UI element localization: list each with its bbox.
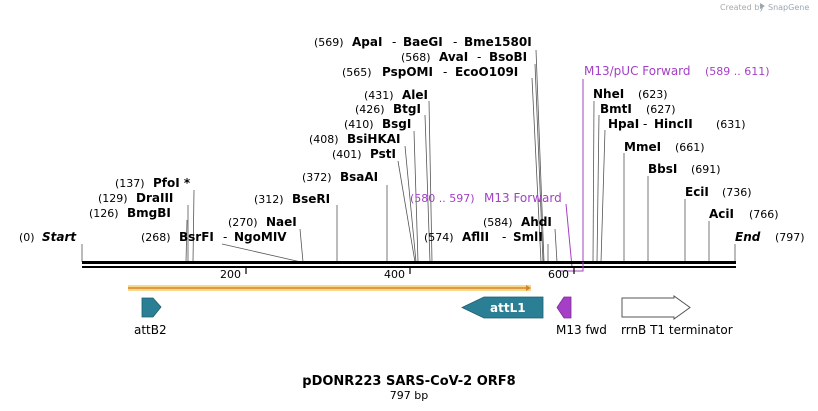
sequence-length: 797 bp	[390, 389, 428, 402]
site-aflii-pos: (574)	[424, 231, 454, 244]
feature-m13-fwd-label: M13 fwd	[556, 323, 607, 337]
end-pos: (797)	[775, 231, 805, 244]
site-smli: SmlI	[513, 230, 543, 244]
site-mmei-pos: (661)	[675, 141, 705, 154]
site-baegi: BaeGI	[403, 35, 443, 49]
site-separator: -	[443, 65, 447, 79]
start-pos: (0)	[19, 231, 35, 244]
end-label: End	[735, 230, 761, 244]
site-avai-pos: (568)	[401, 51, 431, 64]
start-label: Start	[42, 230, 77, 244]
site-apai-pos: (569)	[314, 36, 344, 49]
ruler-tick-600: 600	[548, 268, 569, 281]
site-btgi: BtgI	[393, 102, 421, 116]
site-nhei: NheI	[593, 87, 624, 101]
site-acii: AciI	[709, 207, 734, 221]
site-pspomi-pos: (565)	[342, 66, 372, 79]
feature-attb2-arrow[interactable]	[141, 297, 162, 318]
site-pfoi: PfoI *	[153, 176, 191, 190]
site-bsobi: BsoBI	[489, 50, 527, 64]
site-nhei-pos: (623)	[638, 88, 668, 101]
sequence-title: pDONR223 SARS-CoV-2 ORF8	[302, 374, 515, 389]
site-ahdi: AhdI	[521, 215, 552, 229]
site-bsgi-pos: (410)	[344, 118, 374, 131]
primer-leader-lines	[565, 79, 584, 270]
feature-rrnb-terminator-label: rrnB T1 terminator	[621, 323, 733, 337]
site-bme1580i: Bme1580I	[464, 35, 532, 49]
snapgene-logo-icon	[760, 3, 765, 9]
site-hincii-pos: (631)	[716, 118, 746, 131]
site-bseri-pos: (312)	[254, 193, 284, 206]
orf-arrow-head	[526, 285, 531, 291]
site-separator: -	[643, 117, 647, 131]
feature-m13-fwd-arrow[interactable]	[556, 296, 572, 319]
created-by-text: Created by	[720, 3, 764, 12]
site-pfoi-pos: (137)	[115, 177, 145, 190]
site-bmgbi-pos: (126)	[89, 207, 119, 220]
feature-rrnb-terminator-arrow[interactable]	[621, 295, 691, 320]
site-bsrfi-pos: (268)	[141, 231, 171, 244]
site-separator: -	[502, 230, 506, 244]
site-acii-pos: (766)	[749, 208, 779, 221]
site-ahdi-pos: (584)	[483, 216, 513, 229]
site-ecii-pos: (736)	[722, 186, 752, 199]
site-bmgbi: BmgBI	[127, 206, 171, 220]
site-avai: AvaI	[439, 50, 468, 64]
primer-m13-forward-label: M13 Forward	[484, 191, 562, 205]
primer-m13-puc-forward-label: M13/pUC Forward	[584, 64, 691, 78]
site-bbsi-pos: (691)	[691, 163, 721, 176]
site-bmti: BmtI	[600, 102, 632, 116]
ruler-tick-200: 200	[220, 268, 241, 281]
site-bsaai: BsaAI	[340, 170, 378, 184]
site-separator: -	[453, 35, 457, 49]
site-psti-pos: (401)	[332, 148, 362, 161]
site-bseri: BseRI	[292, 192, 330, 206]
site-bsgi: BsgI	[382, 117, 411, 131]
ruler-tick-400: 400	[384, 268, 405, 281]
site-bbsi: BbsI	[648, 162, 677, 176]
site-hincii: HincII	[654, 117, 693, 131]
feature-attl1-label: attL1	[490, 301, 526, 315]
primer-m13-forward-range: (580 .. 597)	[410, 192, 475, 205]
site-bsihkai-pos: (408)	[309, 133, 339, 146]
site-leader-lines	[81, 49, 736, 263]
site-bsaai-pos: (372)	[302, 171, 332, 184]
site-btgi-pos: (426)	[355, 103, 385, 116]
site-hpai: HpaI	[608, 117, 639, 131]
site-ecii: EciI	[685, 185, 709, 199]
backbone-bottom-strand	[82, 266, 736, 268]
site-aflii: AflII	[462, 230, 489, 244]
feature-attl1-arrow[interactable]	[461, 296, 544, 319]
site-bsrfi: BsrFI	[179, 230, 214, 244]
site-naei-pos: (270)	[228, 216, 258, 229]
site-mmei: MmeI	[624, 140, 661, 154]
feature-attb2-label: attB2	[134, 323, 167, 337]
site-alei: AleI	[402, 88, 428, 102]
site-naei: NaeI	[266, 215, 297, 229]
site-draiii: DraIII	[136, 191, 173, 205]
site-psti: PstI	[370, 147, 396, 161]
backbone-top-strand	[82, 261, 736, 264]
site-bsihkai: BsiHKAI	[347, 132, 401, 146]
site-apai: ApaI	[352, 35, 382, 49]
site-alei-pos: (431)	[364, 89, 394, 102]
site-separator: -	[223, 230, 227, 244]
ruler-ticks	[245, 268, 575, 274]
site-separator: -	[392, 35, 396, 49]
site-bmti-pos: (627)	[646, 103, 676, 116]
site-ngomiv: NgoMIV	[234, 230, 287, 244]
site-ecoo109i: EcoO109I	[455, 65, 518, 79]
primer-m13-puc-bracket	[557, 262, 584, 272]
snapgene-brand: SnapGene	[768, 3, 809, 12]
site-separator: -	[477, 50, 481, 64]
site-pspomi: PspOMI	[382, 65, 433, 79]
primer-m13-puc-forward-range: (589 .. 611)	[705, 65, 770, 78]
site-draiii-pos: (129)	[98, 192, 128, 205]
